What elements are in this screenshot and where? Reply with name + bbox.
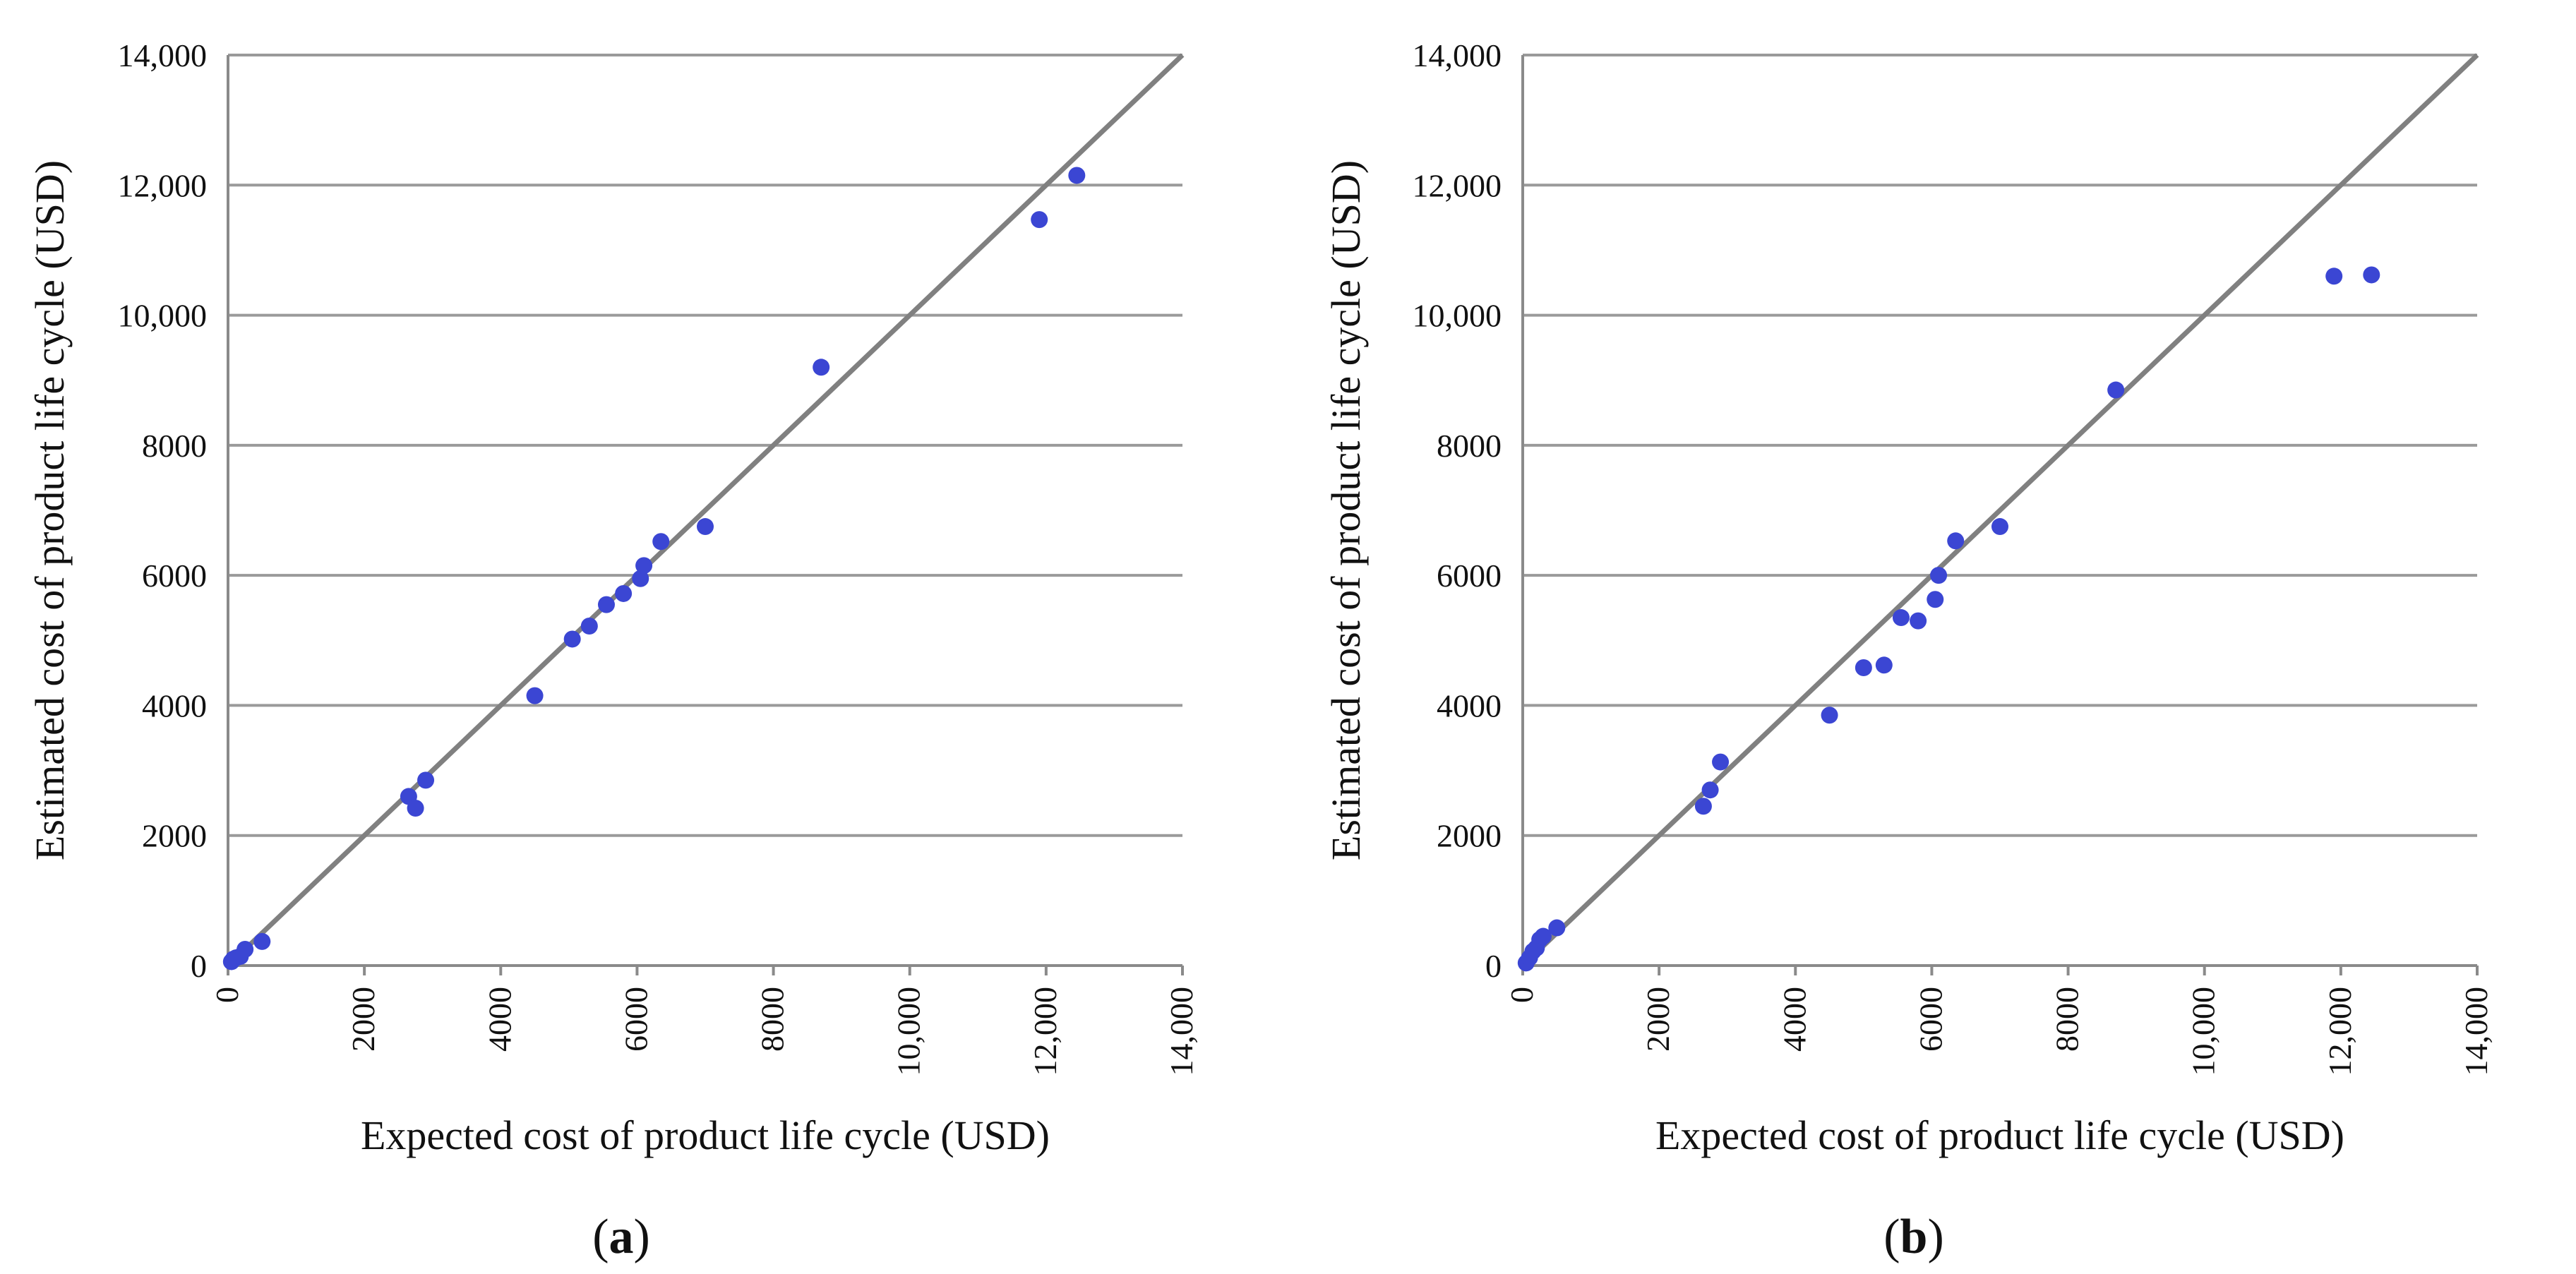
x-tick-label: 12,000: [1027, 987, 1063, 1076]
reference-line: [1521, 53, 2479, 968]
data-point: [407, 800, 424, 817]
x-tick-label: 2000: [345, 987, 381, 1052]
data-point: [1947, 532, 1965, 550]
y-axis-title: Estimated cost of product life cycle (US…: [27, 160, 73, 860]
data-point: [1548, 919, 1566, 937]
data-point: [813, 359, 830, 376]
data-point: [1031, 211, 1048, 229]
y-tick-label: 0: [1485, 948, 1502, 984]
data-point: [2107, 381, 2125, 399]
data-point: [580, 618, 598, 635]
data-point: [236, 940, 254, 958]
x-tick-label: 4000: [1776, 987, 1812, 1052]
data-point: [697, 518, 714, 536]
data-point: [1855, 659, 1872, 676]
x-tick-label: 6000: [1912, 987, 1948, 1052]
chart-panel-b: 0 2000 4000 6000 8000 10,000 12,000 14,000 0 2000…: [1323, 37, 2494, 1264]
data-point: [1991, 518, 2008, 536]
x-tick-label: 0: [209, 987, 245, 1003]
x-tick-label: 10,000: [2186, 987, 2222, 1076]
x-tick-label: 14,000: [2458, 987, 2494, 1076]
y-tick-label: 2000: [1437, 818, 1502, 854]
x-tick-label: 8000: [755, 987, 791, 1052]
data-point: [563, 630, 581, 648]
data-point: [1694, 798, 1712, 815]
y-tick-label: 12,000: [1413, 167, 1502, 203]
data-point: [417, 771, 435, 789]
y-tick-label: 4000: [142, 687, 207, 723]
y-tick-label: 2000: [142, 818, 207, 854]
y-tick-label: 14,000: [118, 37, 208, 73]
panel-label-a: (a): [592, 1210, 650, 1264]
reference-line: [226, 53, 1185, 968]
x-tick-label: 2000: [1640, 987, 1676, 1052]
data-point: [652, 533, 670, 551]
x-tick-label: 8000: [2049, 987, 2085, 1052]
x-tick-label: 4000: [481, 987, 517, 1052]
data-point: [2363, 266, 2380, 284]
y-tick-label: 8000: [1437, 428, 1502, 464]
y-axis-title: Estimated cost of product life cycle (US…: [1323, 160, 1369, 860]
data-point: [1701, 781, 1719, 799]
data-point: [635, 557, 653, 575]
y-tick-label: 6000: [1437, 558, 1502, 594]
y-tick-label: 12,000: [118, 167, 208, 203]
x-tick-label: 14,000: [1163, 987, 1199, 1076]
data-point: [1892, 609, 1910, 627]
panel-label-b: (b): [1883, 1210, 1944, 1264]
y-tick-label: 0: [191, 948, 207, 984]
data-point: [1875, 656, 1893, 674]
x-axis-title: Expected cost of product life cycle (USD…: [361, 1112, 1050, 1158]
x-tick-label: 12,000: [2322, 987, 2358, 1076]
x-tick-label: 10,000: [891, 987, 927, 1076]
data-point: [615, 584, 633, 602]
data-point: [1910, 612, 1927, 630]
data-point: [1927, 591, 1944, 608]
data-point: [1930, 567, 1948, 584]
y-tick-label: 4000: [1437, 687, 1502, 723]
x-tick-label: 0: [1504, 987, 1540, 1003]
y-tick-label: 10,000: [118, 298, 208, 334]
y-tick-label: 14,000: [1413, 37, 1502, 73]
data-point: [1821, 707, 1838, 724]
data-point: [1712, 753, 1730, 771]
y-tick-label: 10,000: [1413, 298, 1502, 334]
data-point: [1068, 167, 1086, 184]
chart-panel-a: 0 2000 4000 6000 8000 10,000 12,000 14,000 0 2000…: [27, 37, 1199, 1264]
data-point: [597, 596, 615, 613]
data-point: [632, 570, 649, 587]
data-point: [2325, 268, 2343, 285]
data-point: [253, 932, 271, 950]
x-tick-label: 6000: [618, 987, 654, 1052]
data-point: [1534, 927, 1552, 945]
x-axis-title: Expected cost of product life cycle (USD…: [1655, 1112, 2344, 1158]
y-tick-label: 8000: [142, 428, 207, 464]
y-tick-label: 6000: [142, 558, 207, 594]
data-point: [526, 687, 544, 704]
